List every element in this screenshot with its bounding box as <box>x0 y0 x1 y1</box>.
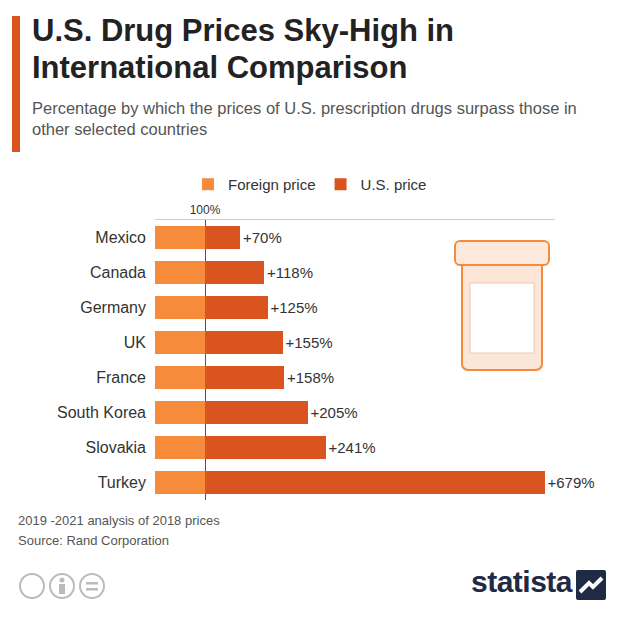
svg-text:Mexico: Mexico <box>95 229 146 246</box>
svg-text:Canada: Canada <box>90 264 146 281</box>
svg-text:+205%: +205% <box>311 404 358 421</box>
svg-text:UK: UK <box>124 334 147 351</box>
svg-text:France: France <box>96 369 146 386</box>
svg-text:+118%: +118% <box>267 264 313 281</box>
svg-text:+241%: +241% <box>329 439 376 456</box>
svg-text:100%: 100% <box>190 203 221 217</box>
svg-text:+679%: +679% <box>548 474 595 491</box>
svg-text:+70%: +70% <box>243 229 282 246</box>
svg-text:Germany: Germany <box>80 299 146 316</box>
svg-text:+125%: +125% <box>271 299 318 316</box>
html-text:Percentage by which the prices: Percentage by which the prices of U.S. p… <box>32 99 577 138</box>
svg-text:+155%: +155% <box>286 334 333 351</box>
html-text:2019 -2021 analysis of 2018 pr: 2019 -2021 analysis of 2018 prices <box>18 513 220 528</box>
svg-text:Foreign price: Foreign price <box>228 176 316 193</box>
svg-text:Turkey: Turkey <box>98 474 146 491</box>
svg-text:South Korea: South Korea <box>57 404 146 421</box>
html-text:statista: statista <box>471 565 572 598</box>
svg-text:Slovakia: Slovakia <box>86 439 147 456</box>
html-text:Source: Rand Corporation: Source: Rand Corporation <box>18 533 169 548</box>
svg-text:+158%: +158% <box>287 369 334 386</box>
html-text:U.S. Drug Prices Sky-High in I: U.S. Drug Prices Sky-High in Internation… <box>32 13 454 85</box>
svg-text:U.S. price: U.S. price <box>361 176 427 193</box>
